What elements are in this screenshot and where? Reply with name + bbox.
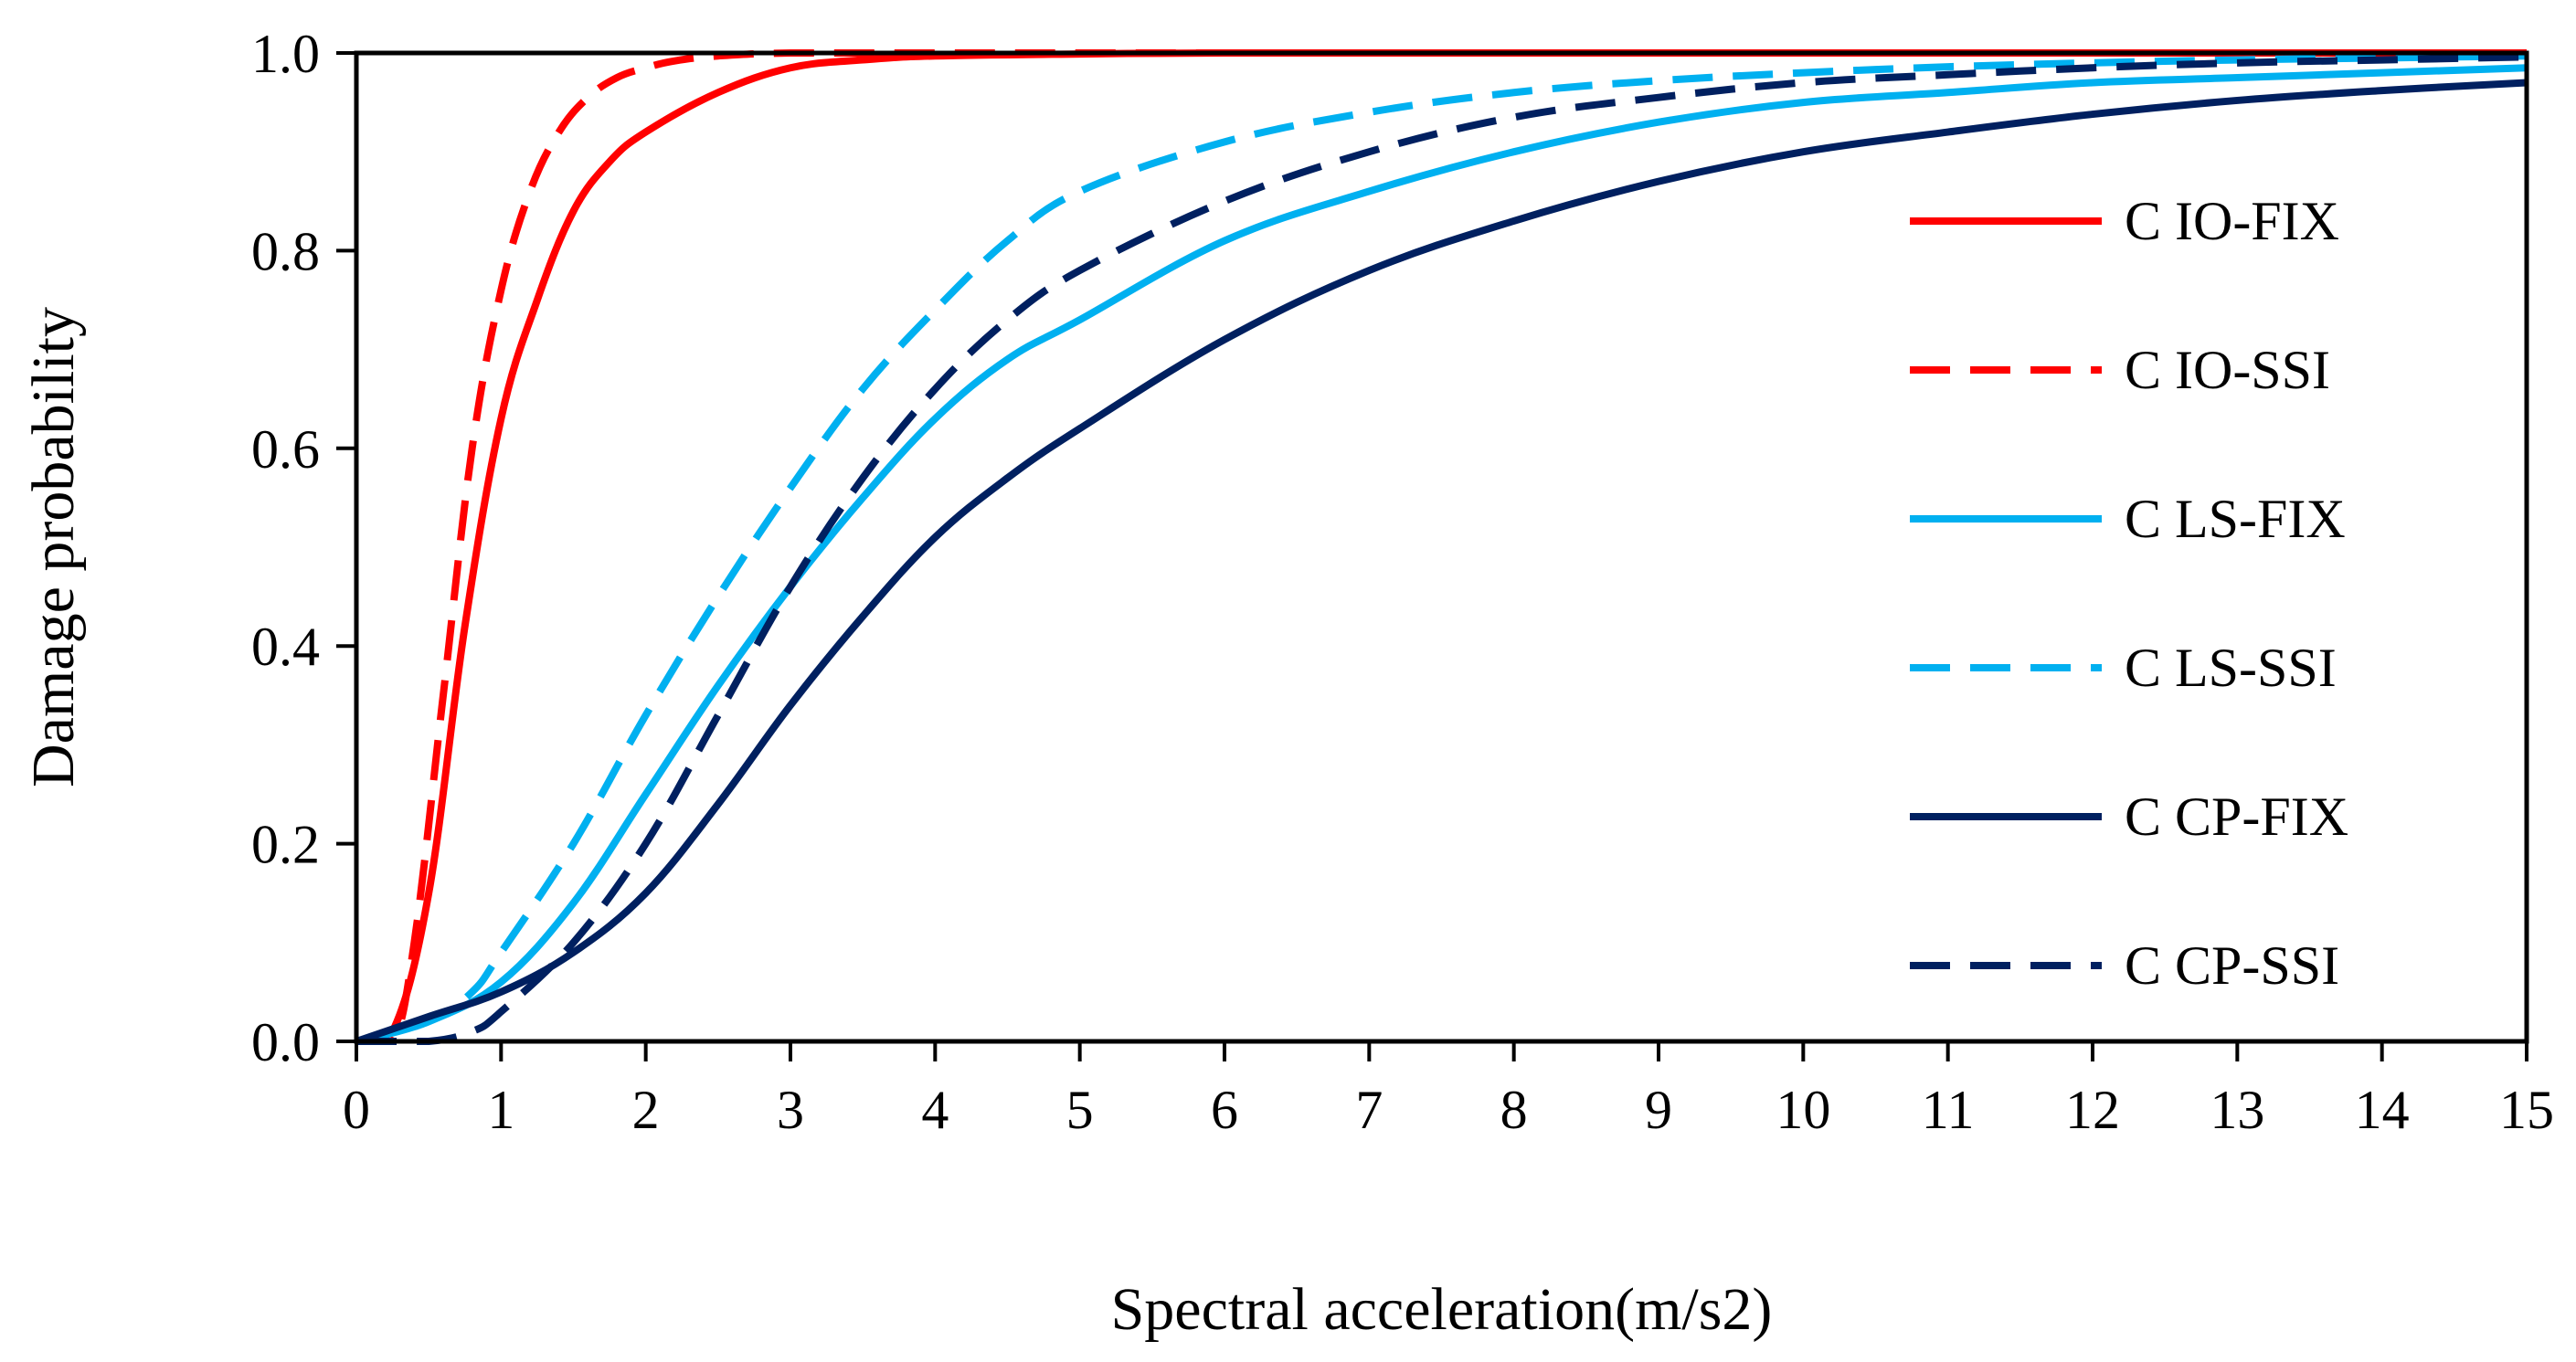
x-tick-label: 7 [1355, 1080, 1383, 1140]
legend-label-c-ls-fix: C LS-FIX [2125, 489, 2346, 549]
x-axis: 0 1 2 3 4 5 6 7 8 9 10 11 12 13 14 15 [343, 1041, 2554, 1140]
legend-label-c-ls-ssi: C LS-SSI [2125, 638, 2337, 698]
x-tick-label: 10 [1776, 1080, 1830, 1140]
series-line-c-cp-fix [355, 79, 2528, 1045]
plot-area-frame [354, 50, 2529, 1044]
x-tick-label: 4 [921, 1080, 949, 1140]
y-tick-label: 0.8 [251, 221, 320, 281]
x-tick-label: 2 [632, 1080, 660, 1140]
y-tick-label: 0.2 [251, 815, 320, 875]
legend-label-c-cp-ssi: C CP-SSI [2125, 935, 2339, 996]
x-tick-label: 8 [1500, 1080, 1528, 1140]
series-line-c-cp-ssi [356, 53, 2528, 1045]
legend-label-c-io-fix: C IO-FIX [2125, 191, 2339, 251]
y-tick-label: 0.0 [251, 1012, 320, 1072]
y-axis-title: Damage probability [20, 307, 87, 787]
x-tick-label: 12 [2065, 1080, 2120, 1140]
x-tick-label: 13 [2210, 1080, 2264, 1140]
legend: C IO-FIX C IO-SSI C LS-FIX C LS-SSI C CP-FIX… [1910, 191, 2348, 996]
y-tick-label: 1.0 [251, 24, 320, 84]
x-axis-title: Spectral acceleration(m/s2) [1111, 1276, 1773, 1343]
y-axis: 0.0 0.2 0.4 0.6 0.8 1.0 [251, 24, 356, 1072]
x-tick-label: 14 [2355, 1080, 2410, 1140]
x-tick-label: 5 [1066, 1080, 1094, 1140]
x-tick-label: 6 [1211, 1080, 1238, 1140]
series-line-c-ls-fix [355, 64, 2528, 1045]
y-tick-label: 0.6 [251, 419, 320, 480]
x-tick-label: 0 [343, 1080, 370, 1140]
legend-label-c-io-ssi: C IO-SSI [2125, 340, 2330, 400]
x-tick-label: 9 [1645, 1080, 1672, 1140]
x-tick-label: 11 [1922, 1080, 1975, 1140]
series-line-c-ls-ssi [355, 52, 2528, 1045]
x-tick-label: 15 [2499, 1080, 2554, 1140]
x-tick-label: 3 [777, 1080, 804, 1140]
y-tick-label: 0.4 [251, 617, 320, 677]
legend-label-c-cp-fix: C CP-FIX [2125, 787, 2348, 847]
x-tick-label: 1 [487, 1080, 514, 1140]
